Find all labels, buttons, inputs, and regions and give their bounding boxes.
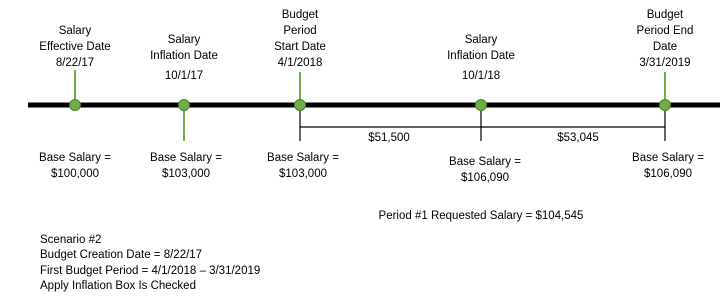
- event-title: Salary: [59, 25, 92, 37]
- base-salary: $106,090: [644, 168, 692, 180]
- event-title: Start Date: [274, 41, 326, 53]
- event-title: Budget: [282, 9, 319, 21]
- interval-amount: $51,500: [368, 132, 410, 144]
- base-label: Base Salary =: [150, 152, 222, 164]
- base-salary: $103,000: [279, 168, 327, 180]
- event-date: 8/22/17: [56, 57, 94, 69]
- event-title: Period: [283, 25, 316, 37]
- note: Apply Inflation Box Is Checked: [40, 280, 196, 292]
- base-salary: $100,000: [51, 168, 99, 180]
- event-date: 10/1/17: [165, 70, 203, 82]
- note: Budget Creation Date = 8/22/17: [40, 249, 202, 261]
- event-title: Date: [653, 41, 677, 53]
- event-dot: [659, 99, 671, 111]
- event-dot: [294, 99, 306, 111]
- base-label: Base Salary =: [39, 152, 111, 164]
- event-date: 3/31/2019: [639, 57, 690, 69]
- event-title: Period End: [637, 25, 694, 37]
- base-salary: $106,090: [461, 172, 509, 184]
- base-label: Base Salary =: [449, 156, 521, 168]
- event-date: 10/1/18: [462, 70, 500, 82]
- event-title: Salary: [465, 34, 498, 46]
- event-dot: [178, 99, 190, 111]
- event-dot: [475, 99, 487, 111]
- interval-amount: $53,045: [557, 132, 599, 144]
- base-label: Base Salary =: [267, 152, 339, 164]
- event-dot: [69, 99, 81, 111]
- event-title: Budget: [647, 9, 684, 21]
- event-title: Effective Date: [39, 41, 110, 53]
- event-title: Inflation Date: [447, 50, 515, 62]
- base-label: Base Salary =: [632, 152, 704, 164]
- note: First Budget Period = 4/1/2018 – 3/31/20…: [40, 265, 260, 277]
- base-salary: $103,000: [162, 168, 210, 180]
- requested-salary: Period #1 Requested Salary = $104,545: [379, 210, 584, 222]
- event-title: Salary: [168, 34, 201, 46]
- event-title: Inflation Date: [150, 50, 218, 62]
- event-date: 4/1/2018: [278, 57, 323, 69]
- note: Scenario #2: [40, 234, 101, 246]
